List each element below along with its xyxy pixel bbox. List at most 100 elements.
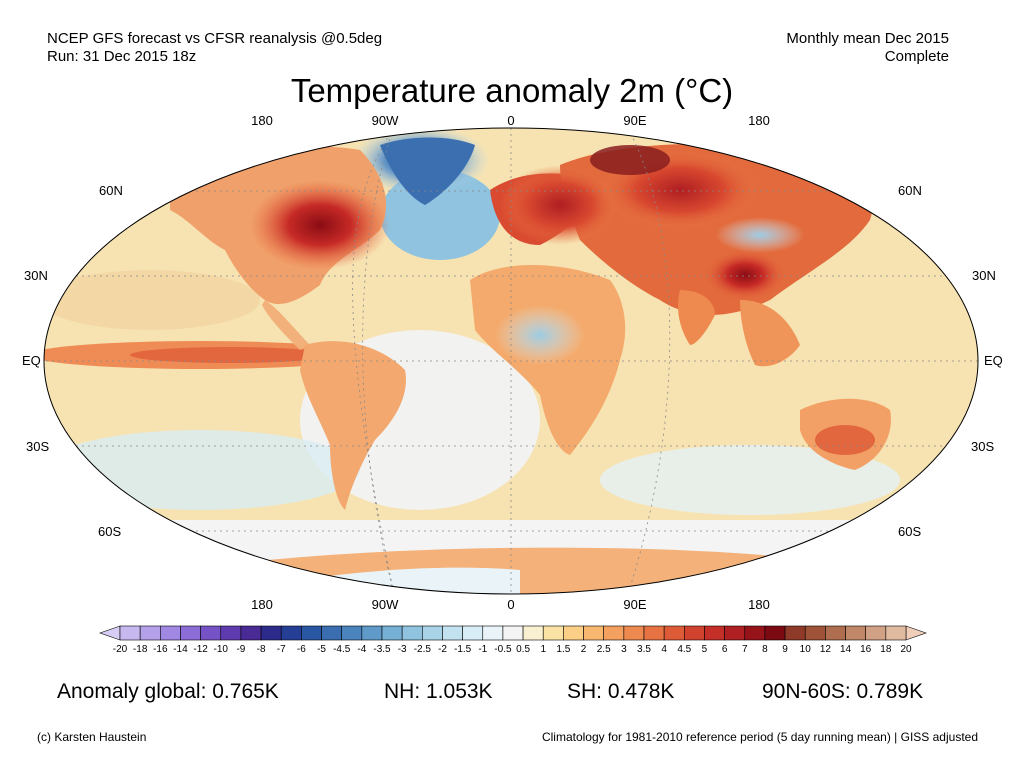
colorbar-box [522, 625, 544, 641]
colorbar-tick-label: 4 [661, 644, 667, 655]
colorbar-box [684, 625, 705, 641]
colorbar-tick-label: 12 [820, 644, 832, 655]
colorbar-box [442, 625, 463, 641]
colorbar-box [764, 625, 786, 641]
bottom-lon-label: 90W [371, 597, 399, 612]
left-lat-label: 30N [24, 268, 48, 283]
colorbar-tick-label: 1.5 [556, 644, 570, 655]
colorbar-box [301, 625, 322, 641]
colorbar-box [341, 625, 363, 641]
colorbar-box [825, 625, 846, 641]
colorbar-box [663, 625, 685, 641]
bottom-lon-label: 90E [623, 597, 647, 612]
colorbar-box [704, 625, 725, 641]
graticule [44, 128, 978, 594]
run-time: Run: 31 Dec 2015 18z [47, 48, 197, 65]
colorbar-box [160, 625, 181, 641]
colorbar-tick-label: -4 [357, 644, 366, 655]
colorbar-box [845, 625, 866, 641]
colorbar-tick-label: -3 [398, 644, 407, 655]
top-lon-label: 180 [748, 113, 770, 128]
colorbar-box [804, 625, 826, 641]
colorbar-box [381, 625, 403, 641]
left-lat-label: EQ [22, 353, 41, 368]
colorbar-low-arrow [99, 625, 121, 641]
colorbar-box [200, 625, 222, 641]
right-lat-label: 60N [898, 183, 922, 198]
colorbar-box [139, 625, 161, 641]
bottom-lon-label: 0 [507, 597, 515, 612]
colorbar-tick-label: 2.5 [597, 644, 611, 655]
north-america-hotspot [250, 180, 390, 270]
bottom-lon-label: 180 [251, 597, 273, 612]
colorbar-box [422, 625, 443, 641]
colorbar-box [643, 625, 665, 641]
colorbar-box [583, 625, 604, 641]
colorbar-tick-label: -14 [173, 644, 188, 655]
colorbar-tick-label: -0.5 [494, 644, 512, 655]
colorbar-box [280, 625, 302, 641]
colorbar-tick-label: -4.5 [333, 644, 351, 655]
stat-sh: SH: 0.478K [567, 680, 675, 703]
top-lon-label: 180 [251, 113, 273, 128]
header-left: NCEP GFS forecast vs CFSR reanalysis @0.… [47, 30, 382, 66]
colorbar-box [542, 625, 564, 641]
colorbar-tick-label: 3 [621, 644, 627, 655]
left-lat-label: 60S [98, 524, 122, 539]
colorbar-box [885, 625, 907, 641]
map-title: Temperature anomaly 2m (°C) [290, 72, 734, 109]
credit: (c) Karsten Haustein [37, 730, 147, 744]
colorbar-tick-label: 18 [880, 644, 892, 655]
climatology-note: Climatology for 1981-2010 reference peri… [541, 730, 978, 744]
colorbar-tick-label: -8 [257, 644, 266, 655]
colorbar-tick-label: 1 [540, 644, 546, 655]
right-lat-label: 30S [971, 439, 995, 454]
colorbar-box [603, 625, 625, 641]
left-lat-label: 60N [99, 183, 123, 198]
colorbar-tick-label: 4.5 [677, 644, 691, 655]
bottom-lon-label: 180 [748, 597, 770, 612]
colorbar-box [784, 625, 806, 641]
central-america-land [262, 300, 310, 350]
colorbar-high-arrow [905, 625, 927, 641]
colorbar-box [482, 625, 504, 641]
colorbar-tick-label: 5 [702, 644, 708, 655]
colorbar-tick-label: -3.5 [373, 644, 391, 655]
colorbar-tick-label: 3.5 [637, 644, 651, 655]
colorbar-box [361, 625, 383, 641]
colorbar-tick-label: -6 [297, 644, 306, 655]
greenland-land [380, 137, 475, 205]
header-right: Monthly mean Dec 2015 Complete [786, 30, 949, 66]
india-land [678, 290, 715, 345]
colorbar-tick-label: -18 [133, 644, 148, 655]
europe-hotspot [500, 165, 620, 245]
colorbar-box [563, 625, 584, 641]
model-description: NCEP GFS forecast vs CFSR reanalysis @0.… [47, 30, 383, 47]
colorbar-tick-label: 10 [800, 644, 812, 655]
colorbar: -20 -18 -16 -14 -12 -10 -9 -8 -7 -6 -5 -4.5 -4 -3.5 -3… [98, 620, 928, 660]
colorbar-tick-label: 8 [762, 644, 768, 655]
left-lat-label: 30S [26, 439, 50, 454]
colorbar-tick-label: -7 [277, 644, 286, 655]
stat-global: Anomaly global: 0.765K [57, 680, 279, 703]
top-lon-label: 90E [623, 113, 647, 128]
map-field [44, 128, 978, 594]
colorbar-box [744, 625, 766, 641]
central-africa-cool [495, 305, 585, 365]
colorbar-tick-label: 20 [900, 644, 912, 655]
colorbar-tick-label: -1 [478, 644, 487, 655]
colorbar-tick-label: -5 [317, 644, 326, 655]
colorbar-box [220, 625, 242, 641]
colorbar-tick-label: -2 [438, 644, 447, 655]
colorbar-tick-label: -2.5 [414, 644, 432, 655]
status-label: Complete [884, 48, 949, 65]
colorbar-box [119, 625, 141, 641]
colorbar-tick-label: -12 [193, 644, 208, 655]
tibet-hotspot [705, 250, 785, 300]
top-lon-label: 90W [371, 113, 399, 128]
colorbar-tick-label: 9 [782, 644, 788, 655]
colorbar-tick-label: -1.5 [454, 644, 472, 655]
right-lat-label: 60S [898, 524, 922, 539]
top-lon-label: 0 [507, 113, 515, 128]
